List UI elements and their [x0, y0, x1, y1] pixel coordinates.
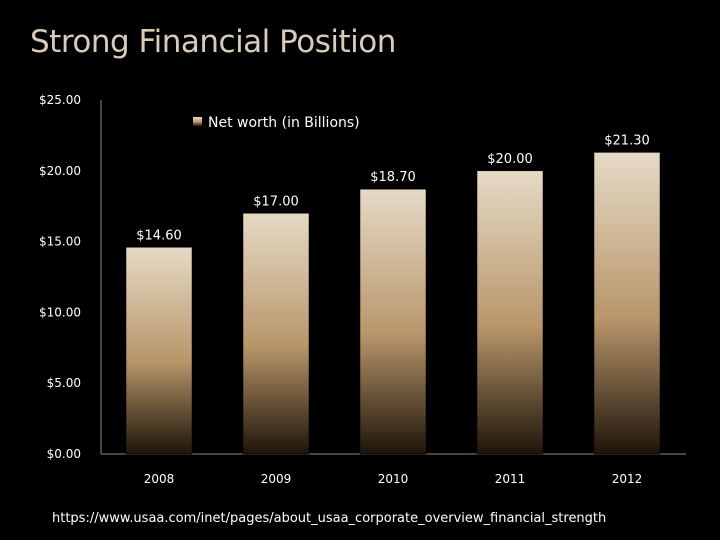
bar-2012	[593, 152, 661, 455]
legend-swatch	[193, 117, 202, 126]
y-tick-label: $20.00	[39, 164, 81, 178]
bars	[125, 152, 661, 455]
data-label-2008: $14.60	[136, 228, 182, 243]
y-tick-label: $5.00	[47, 376, 81, 390]
data-label-2010: $18.70	[370, 170, 416, 185]
y-tick-label: $0.00	[47, 447, 81, 461]
y-tick-label: $15.00	[39, 235, 81, 249]
bar-2010	[359, 188, 427, 455]
legend-label: Net worth (in Billions)	[208, 115, 360, 131]
y-tick-label: $10.00	[39, 305, 81, 319]
y-axis-tick-labels: $0.00 $5.00 $10.00 $15.00 $20.00 $25.00	[39, 93, 81, 461]
data-label-2011: $20.00	[487, 152, 533, 167]
y-tick-label: $25.00	[39, 93, 81, 107]
x-tick-label: 2009	[261, 472, 292, 486]
bar-2011	[476, 170, 544, 455]
legend: Net worth (in Billions)	[193, 115, 360, 131]
bar-2008	[125, 247, 193, 455]
x-tick-label: 2008	[144, 472, 175, 486]
x-tick-label: 2010	[378, 472, 409, 486]
source-url: https://www.usaa.com/inet/pages/about_us…	[52, 511, 607, 526]
bar-2009	[242, 213, 310, 455]
x-axis-tick-labels: 2008 2009 2010 2011 2012	[144, 472, 643, 486]
data-label-2009: $17.00	[253, 194, 299, 209]
x-tick-label: 2011	[495, 472, 526, 486]
data-label-2012: $21.30	[604, 133, 650, 148]
slide-title: Strong Financial Position	[30, 24, 396, 60]
x-tick-label: 2012	[612, 472, 643, 486]
data-labels: $14.60 $17.00 $18.70 $20.00 $21.30	[136, 133, 650, 243]
